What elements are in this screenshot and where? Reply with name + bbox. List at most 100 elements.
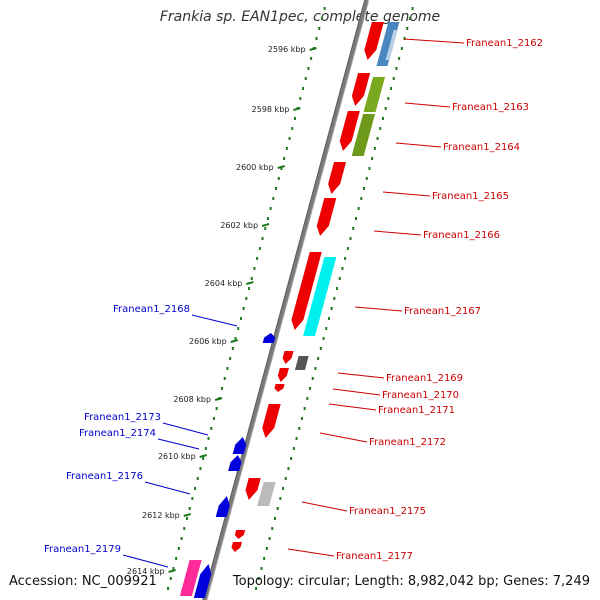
leader-line xyxy=(382,191,431,197)
forward-gene-label[interactable]: Franean1_2165 xyxy=(432,191,509,202)
track-dot xyxy=(292,447,295,450)
leader-line xyxy=(162,422,209,436)
track-dot xyxy=(360,197,363,200)
track-dot xyxy=(260,567,263,570)
forward-gene-label[interactable]: Franean1_2166 xyxy=(423,230,500,241)
tick-label: 2604 kbp xyxy=(205,279,243,288)
forward-gene-label[interactable]: Franean1_2170 xyxy=(382,390,459,401)
track-dot xyxy=(381,117,384,120)
track-dot xyxy=(255,587,258,590)
track-dot xyxy=(229,357,232,360)
track-dot xyxy=(315,37,318,40)
reverse-gene-label[interactable]: Franean1_2176 xyxy=(66,471,143,482)
track-dot xyxy=(390,87,393,90)
forward-gene-label[interactable]: Franean1_2163 xyxy=(452,102,529,113)
reverse-gene-arrow xyxy=(228,455,242,471)
track-dot xyxy=(271,527,274,530)
feature-block-cyan xyxy=(303,257,337,336)
track-dot xyxy=(258,247,261,250)
track-dot xyxy=(354,217,357,220)
leader-line xyxy=(191,314,238,327)
track-dot xyxy=(346,247,349,250)
reverse-gene-label[interactable]: Franean1_2179 xyxy=(44,544,121,555)
track-dot xyxy=(288,137,291,140)
tick-label: 2602 kbp xyxy=(220,221,258,230)
track-dot xyxy=(185,517,188,520)
track-dot xyxy=(215,407,218,410)
track-dot xyxy=(264,227,267,230)
track-dot xyxy=(309,387,312,390)
track-dot xyxy=(368,167,371,170)
track-dot xyxy=(403,37,406,40)
track-dot xyxy=(319,347,322,350)
track-dot xyxy=(400,47,403,50)
track-dot xyxy=(291,127,294,130)
genome-summary-text: Topology: circular; Length: 8,982,042 bp… xyxy=(232,574,590,589)
track-dot xyxy=(411,7,414,10)
forward-gene-label[interactable]: Franean1_2169 xyxy=(386,373,463,384)
forward-gene-label[interactable]: Franean1_2167 xyxy=(404,306,481,317)
leader-line xyxy=(332,388,381,396)
track-dot xyxy=(188,507,191,510)
reverse-gene-arrow xyxy=(215,496,230,517)
forward-gene-arrow xyxy=(245,478,261,500)
forward-gene-label[interactable]: Franean1_2162 xyxy=(466,38,543,49)
track-dot xyxy=(194,487,197,490)
track-dot xyxy=(318,27,321,30)
leader-line xyxy=(319,432,368,443)
track-dot xyxy=(237,327,240,330)
reverse-gene-label[interactable]: Franean1_2174 xyxy=(79,428,156,439)
track-dot xyxy=(263,557,266,560)
track-dot xyxy=(371,157,374,160)
tick-mark xyxy=(309,47,317,51)
track-dot xyxy=(282,487,285,490)
tick-label: 2598 kbp xyxy=(252,105,290,114)
tick-mark xyxy=(293,107,301,111)
track-dot xyxy=(172,567,175,570)
forward-gene-label[interactable]: Franean1_2177 xyxy=(336,551,413,562)
accession-text: Accession: NC_009921 xyxy=(9,574,157,589)
track-dot xyxy=(242,307,245,310)
track-dot xyxy=(357,207,360,210)
tick-label: 2606 kbp xyxy=(189,337,227,346)
tick-label: 2600 kbp xyxy=(236,163,274,172)
track-dot xyxy=(283,157,286,160)
forward-gene-label[interactable]: Franean1_2171 xyxy=(378,405,455,416)
track-dot xyxy=(384,107,387,110)
leader-line xyxy=(287,548,335,557)
track-dot xyxy=(239,317,242,320)
forward-gene-label[interactable]: Franean1_2172 xyxy=(369,437,446,448)
track-dot xyxy=(276,507,279,510)
track-dot xyxy=(406,27,409,30)
track-dot xyxy=(327,317,330,320)
track-dot xyxy=(376,137,379,140)
track-dot xyxy=(299,97,302,100)
tick-label: 2610 kbp xyxy=(158,452,196,461)
track-dot xyxy=(202,457,205,460)
track-dot xyxy=(169,577,172,580)
reverse-gene-arrow xyxy=(232,437,247,454)
leader-line xyxy=(122,554,169,568)
forward-gene-arrow xyxy=(234,530,246,539)
track-dot xyxy=(180,537,183,540)
feature-block-lightblue xyxy=(385,30,398,60)
leader-line xyxy=(395,142,442,148)
track-dot xyxy=(226,367,229,370)
track-dot xyxy=(196,477,199,480)
forward-gene-label[interactable]: Franean1_2164 xyxy=(443,142,520,153)
track-dot xyxy=(183,527,186,530)
reverse-gene-label[interactable]: Franean1_2168 xyxy=(113,304,190,315)
backbone-line xyxy=(202,0,366,600)
reverse-gene-label[interactable]: Franean1_2173 xyxy=(84,412,161,423)
track-dot xyxy=(336,287,339,290)
track-dot xyxy=(323,7,326,10)
track-dot xyxy=(311,377,314,380)
track-dot xyxy=(290,457,293,460)
track-dot xyxy=(310,57,313,60)
reverse-gene-arrow xyxy=(193,564,212,598)
genome-backbone xyxy=(202,0,370,600)
backbone-line xyxy=(203,0,369,600)
forward-gene-label[interactable]: Franean1_2175 xyxy=(349,506,426,517)
forward-gene-arrow xyxy=(328,162,347,194)
track-dot xyxy=(307,67,310,70)
